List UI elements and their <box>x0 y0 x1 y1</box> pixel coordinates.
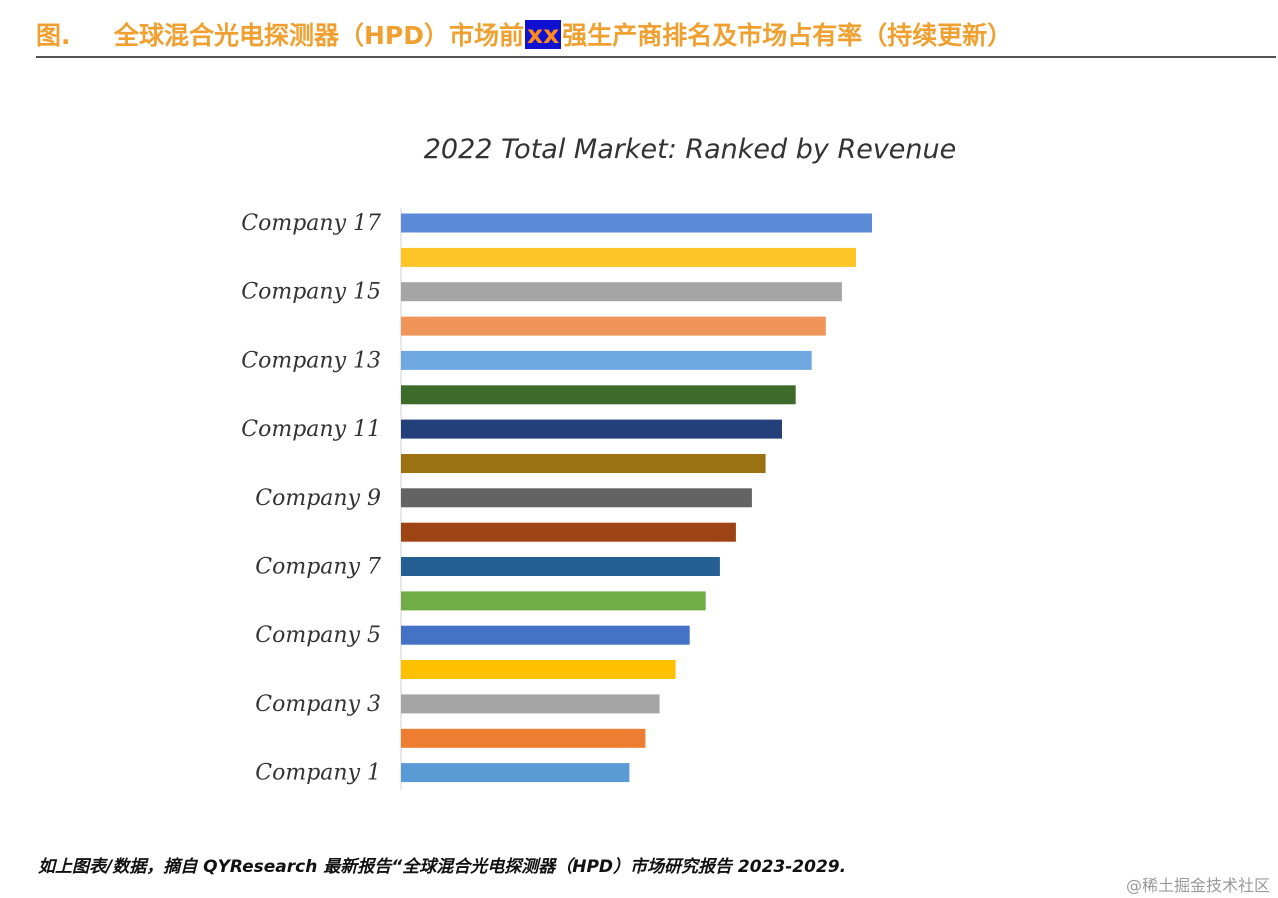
tick-label-company-1: Company 1 <box>255 761 381 786</box>
bar-company-1 <box>401 763 630 783</box>
watermark: @稀土掘金技术社区 <box>1125 876 1270 895</box>
bar-company-2 <box>401 728 646 748</box>
figure-title-highlight: xx <box>525 19 562 49</box>
bar-company-12 <box>401 385 796 405</box>
tick-label-company-15: Company 15 <box>241 280 381 305</box>
bar-company-13 <box>401 350 812 370</box>
bar-company-16 <box>401 247 856 267</box>
chart-title: 2022 Total Market: Ranked by Revenue <box>424 134 957 165</box>
tick-label-company-5: Company 5 <box>255 623 381 648</box>
tick-label-company-3: Company 3 <box>255 692 381 717</box>
tick-labels-group: Company 17 Company 15 Company 13 Company 11… <box>241 211 381 786</box>
tick-label-company-17: Company 17 <box>241 211 381 236</box>
figure-label: 图. <box>36 21 71 50</box>
bar-company-17 <box>401 213 872 233</box>
tick-label-company-9: Company 9 <box>255 486 381 511</box>
tick-label-company-7: Company 7 <box>255 555 381 580</box>
bar-company-9 <box>401 488 752 508</box>
header-divider <box>36 56 1276 58</box>
bar-company-5 <box>401 625 690 645</box>
bar-company-6 <box>401 591 706 611</box>
bar-company-14 <box>401 316 826 336</box>
bar-company-11 <box>401 419 782 439</box>
bar-company-8 <box>401 522 736 542</box>
figure-title-part2: 强生产商排名及市场占有率（持续更新） <box>562 21 1013 50</box>
bars-group <box>401 213 872 783</box>
bar-company-10 <box>401 454 766 473</box>
tick-label-company-13: Company 13 <box>241 348 381 373</box>
figure-header: 图. 全球混合光电探测器（HPD）市场前 xx 强生产商排名及市场占有率（持续更新） <box>36 14 1276 54</box>
figure-title-part1: 全球混合光电探测器（HPD）市场前 <box>114 21 524 50</box>
bar-company-4 <box>401 660 676 679</box>
bar-company-3 <box>401 694 660 714</box>
bar-company-15 <box>401 282 842 302</box>
tick-label-company-11: Company 11 <box>241 417 381 442</box>
bar-company-7 <box>401 557 720 576</box>
source-note: 如上图表/数据，摘自 QYResearch 最新报告“全球混合光电探测器（HPD… <box>38 857 847 877</box>
